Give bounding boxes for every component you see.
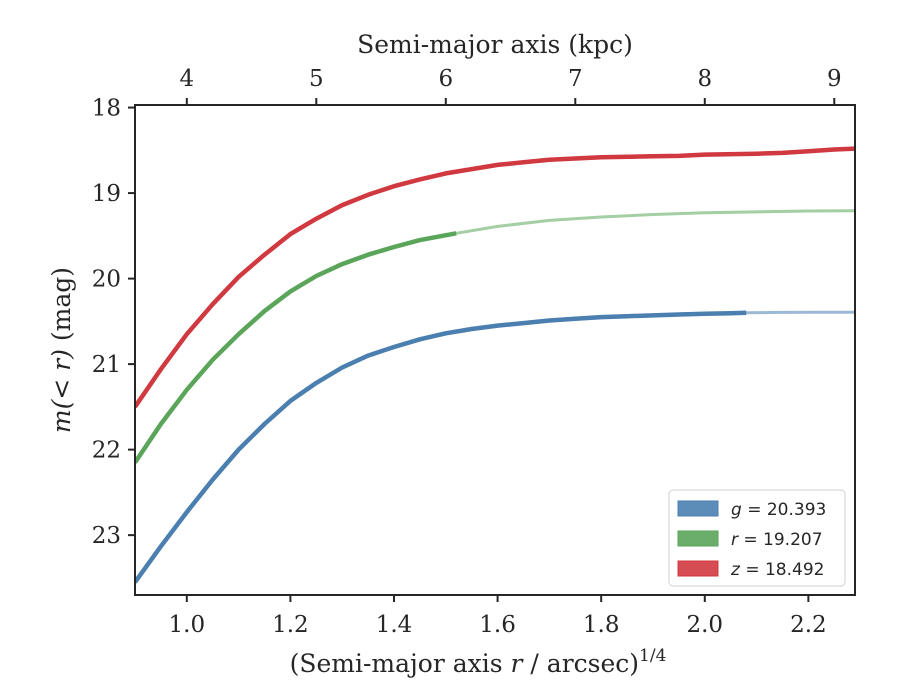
y-tick-label: 18 (92, 96, 121, 122)
plot-frame (134, 104, 856, 596)
top-tick-label: 4 (179, 66, 194, 92)
legend-label-g: g = 20.393 (731, 500, 826, 520)
y-tick-label: 23 (92, 523, 121, 549)
top-tick-label: 7 (568, 66, 583, 92)
x-axis-title-suffix: / arcsec) (522, 649, 639, 678)
top-tick-label: 6 (438, 66, 453, 92)
series-z-model-line (135, 147, 855, 408)
x-tick-label: 1.0 (169, 612, 206, 638)
series-layer (135, 146, 855, 584)
x-tick-label: 2.0 (686, 612, 723, 638)
y-tick-label: 22 (92, 438, 121, 464)
legend-swatch-z (677, 560, 719, 577)
y-tick-label: 20 (92, 267, 121, 293)
series-r-measured-line (135, 231, 457, 464)
series-z-measured-line (135, 146, 855, 409)
top-axis-title: Semi-major axis (kpc) (357, 30, 633, 59)
series-r-model-line (135, 209, 855, 464)
x-axis-title: (Semi-major axis r / arcsec)1/4 (290, 646, 667, 678)
legend-value-g: = 20.393 (742, 500, 827, 520)
x-tick-label: 1.4 (376, 612, 413, 638)
legend-swatch-r (677, 530, 719, 547)
top-tick-label: 8 (697, 66, 712, 92)
legend-value-z: = 18.492 (740, 560, 825, 580)
legend-value-r: = 19.207 (738, 530, 823, 550)
ticks-layer: 1.0 1.2 1.4 1.6 1.8 2.0 2.2 4 5 6 7 8 9 18 19 20 21 22 23 (92, 66, 842, 638)
x-axis-title-var: r (511, 649, 525, 678)
x-tick-label: 1.6 (479, 612, 516, 638)
legend-label-z: z = 18.492 (730, 560, 824, 580)
x-tick-label: 1.2 (272, 612, 309, 638)
y-axis-title-func: m(< r) (47, 349, 76, 433)
top-tick-label: 5 (309, 66, 324, 92)
x-axis-title-prefix: (Semi-major axis (290, 649, 511, 678)
legend-var-g: g (731, 500, 742, 520)
series-g-measured-line (135, 310, 747, 584)
y-axis-title-unit: (mag) (47, 267, 76, 349)
x-tick-label: 1.8 (583, 612, 620, 638)
legend-swatch-g (677, 500, 719, 517)
legend-label-r: r = 19.207 (731, 530, 823, 550)
legend-var-r: r (731, 530, 739, 550)
x-tick-label: 2.2 (790, 612, 827, 638)
top-tick-label: 9 (827, 66, 842, 92)
y-tick-label: 19 (92, 181, 121, 207)
x-axis-title-exponent: 1/4 (639, 646, 666, 666)
legend-var-z: z (730, 560, 741, 580)
y-tick-label: 21 (92, 352, 121, 378)
y-axis-title: m(< r) (mag) (47, 267, 76, 433)
